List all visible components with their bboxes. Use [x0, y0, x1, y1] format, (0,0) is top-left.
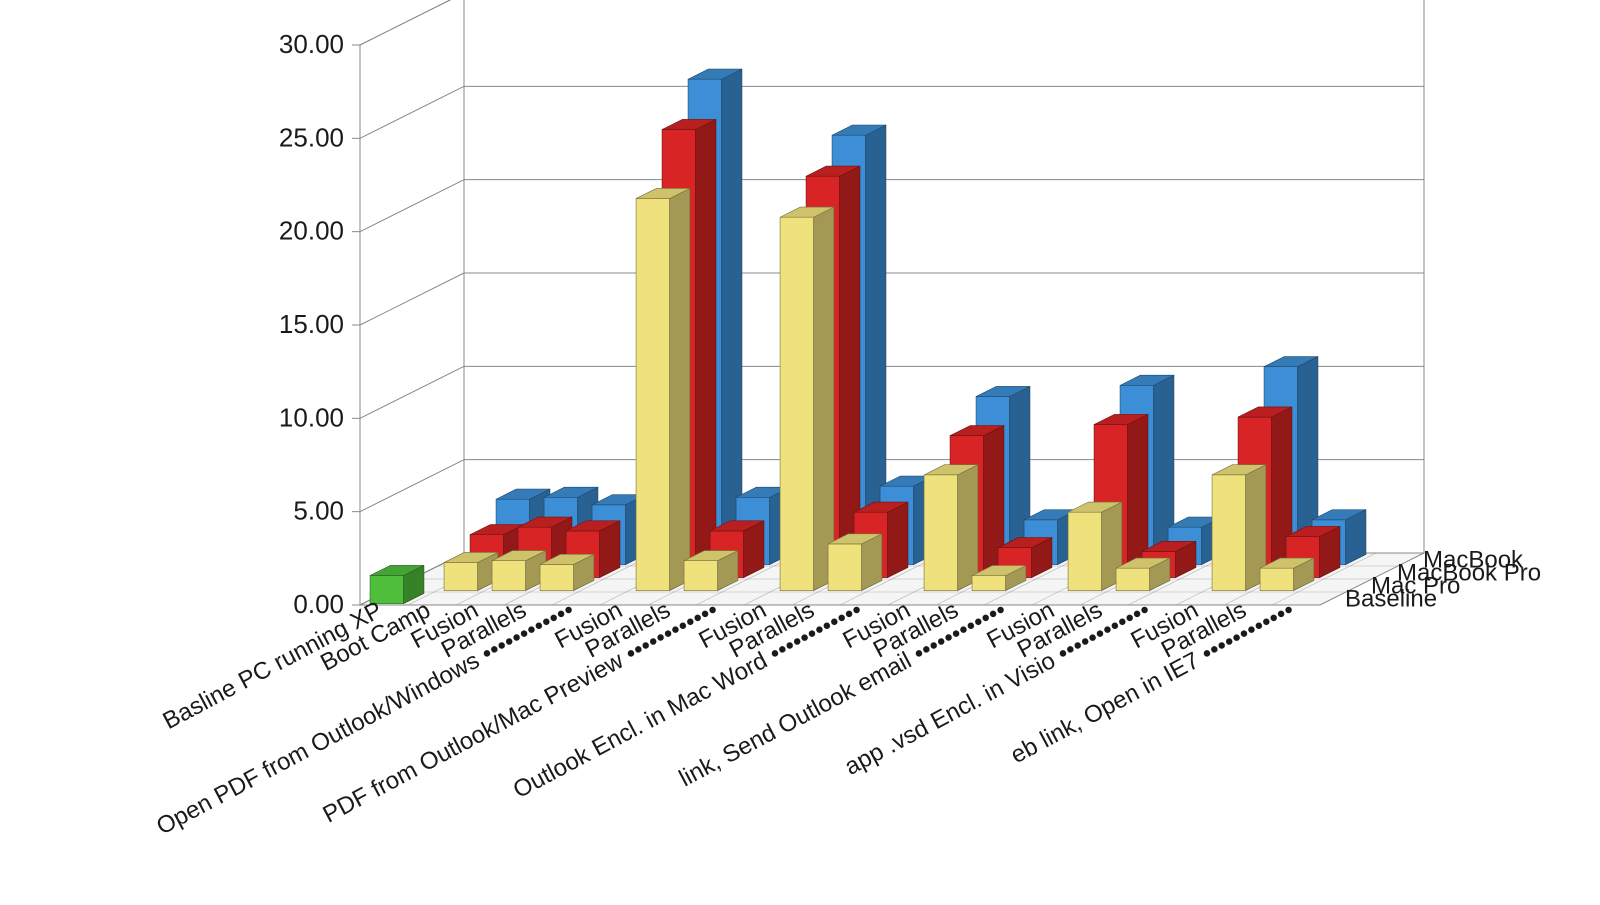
y-axis-tick-label: 30.00: [279, 29, 344, 59]
y-axis-tick-label: 25.00: [279, 122, 344, 152]
y-axis-tick-label: 10.00: [279, 402, 344, 432]
y-axis-tick-label: 0.00: [293, 589, 344, 619]
chart-svg: 0.005.0010.0015.0020.0025.0030.00Basline…: [0, 0, 1600, 900]
y-axis-tick-label: 15.00: [279, 309, 344, 339]
z-axis-series-label: MacBook: [1423, 547, 1524, 574]
y-axis-tick-label: 5.00: [293, 496, 344, 526]
y-axis-tick-label: 20.00: [279, 216, 344, 246]
bar3d-chart: 0.005.0010.0015.0020.0025.0030.00Basline…: [0, 0, 1600, 900]
